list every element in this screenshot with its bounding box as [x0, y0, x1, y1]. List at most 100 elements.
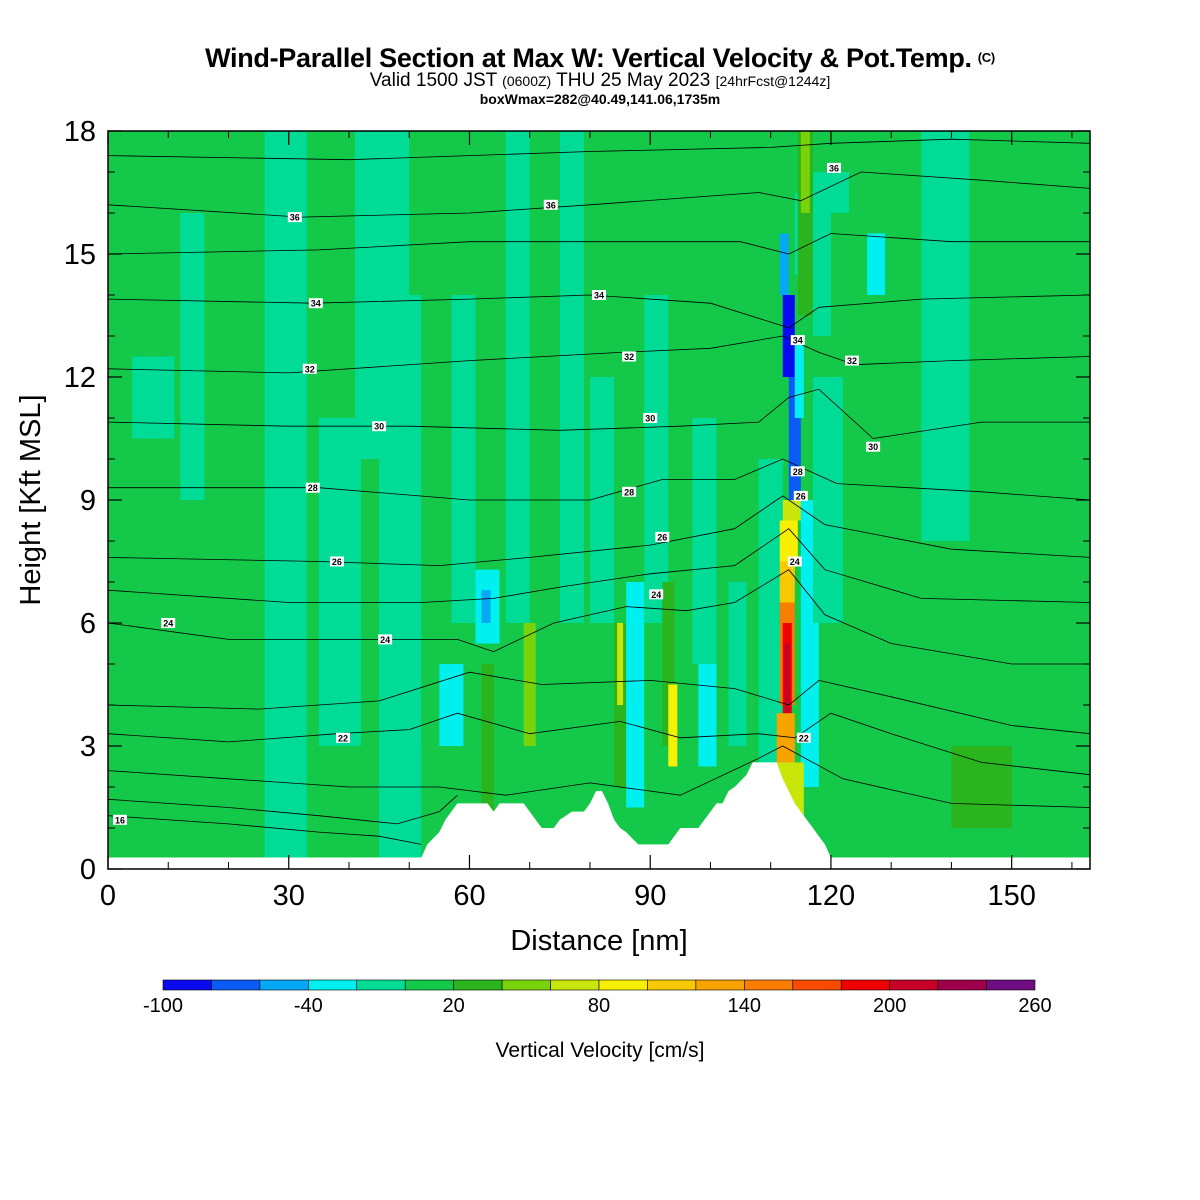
contour-label-text: 32: [847, 356, 857, 366]
theta-contour: [108, 294, 1090, 329]
contour-label-bg: [113, 814, 127, 825]
contour-label-bg: [827, 162, 841, 173]
w-cell: [921, 131, 970, 541]
theta-contour: [108, 745, 1090, 808]
contour-label: 26: [655, 531, 670, 542]
chart-subtitle: Valid 1500 JST (0600Z) THU 25 May 2023 […: [0, 70, 1200, 92]
contour-label-text: 26: [796, 491, 806, 501]
theta-contour: [108, 569, 1090, 665]
theta-contour: [108, 495, 1090, 567]
contour-label: 36: [287, 212, 302, 223]
contour-label-bg: [655, 531, 670, 542]
colorbar-swatch: [501, 979, 551, 991]
contour-label-text: 28: [793, 467, 803, 477]
w-cell: [779, 561, 795, 603]
theta-contour: [108, 335, 1090, 374]
w-cell: [132, 356, 175, 439]
theta-contour: [108, 388, 1090, 439]
colorbar-swatch: [259, 979, 309, 991]
terrain: [108, 762, 1090, 869]
contour-label-bg: [643, 413, 658, 423]
w-cell: [439, 664, 464, 746]
colorbar-swatch: [356, 979, 406, 991]
contour-label-bg: [793, 490, 808, 501]
contour-label-text: 24: [651, 590, 661, 600]
colorbar-label: 260: [1018, 995, 1051, 1017]
contour-label-bg: [790, 335, 805, 346]
chart-title-text: Wind-Parallel Section at Max W: Vertical…: [205, 43, 972, 73]
w-cell: [779, 520, 798, 562]
colorbar-label: -40: [294, 995, 323, 1017]
contour-label-text: 34: [793, 336, 803, 346]
forecast-info: [24hrFcst@1244z]: [715, 73, 831, 89]
contour-label-bg: [790, 466, 805, 477]
contour-label-text: 32: [624, 352, 634, 362]
w-cell: [355, 131, 410, 459]
y-tick-label: 6: [80, 608, 96, 640]
y-tick-label: 9: [80, 485, 96, 517]
y-axis-title: Height [Kft MSL]: [15, 394, 47, 605]
colorbar-swatch: [598, 979, 648, 991]
w-cell: [481, 590, 491, 623]
contour-label: 30: [643, 413, 658, 424]
contour-label-bg: [161, 618, 176, 628]
contour-label-text: 30: [374, 422, 384, 432]
colorbar-swatch: [986, 979, 1036, 991]
colorbar-swatch: [162, 979, 212, 991]
theta-contour: [108, 528, 1090, 603]
x-tick-label: 0: [100, 880, 116, 912]
colorbar-label: 20: [443, 995, 465, 1017]
w-cell: [1005, 131, 1042, 623]
colorbar-label: -100: [143, 995, 183, 1017]
contour-label-text: 16: [115, 815, 125, 825]
w-cell: [318, 418, 362, 746]
w-cell: [505, 131, 530, 623]
y-tick-label: 3: [80, 731, 96, 763]
colorbar-swatch: [550, 979, 600, 991]
contour-label-bg: [622, 486, 637, 497]
contour-label-bg: [796, 732, 811, 743]
w-cell: [481, 664, 494, 828]
contour-label-text: 26: [657, 532, 667, 542]
theta-contour: [108, 815, 422, 845]
contour-label: 28: [790, 466, 805, 477]
contour-label-bg: [622, 351, 637, 362]
colorbar-swatch: [744, 979, 794, 991]
w-cell: [784, 643, 790, 726]
contour-label-bg: [308, 298, 323, 309]
terrain-mask: [108, 762, 1090, 869]
w-cell: [794, 336, 804, 418]
potential-temperature-contours: [108, 138, 1090, 845]
y-tick-label: 0: [80, 854, 96, 886]
contour-label-bg: [305, 482, 320, 493]
copyright-mark: (C): [977, 50, 995, 65]
contour-label: 36: [827, 162, 841, 173]
contour-label: 16: [113, 814, 127, 825]
contour-label-text: 30: [645, 414, 655, 424]
y-tick-label: 15: [64, 239, 96, 271]
contour-label: 22: [336, 732, 350, 743]
contour-label: 34: [308, 298, 323, 309]
colorbar-swatch: [840, 979, 890, 991]
contour-label: 24: [161, 618, 176, 629]
contour-label-text: 34: [311, 299, 321, 309]
contour-label: 24: [787, 556, 802, 567]
colorbar-swatch: [404, 979, 454, 991]
theta-contour: [108, 794, 458, 825]
valid-date: THU 25 May 2023: [556, 70, 711, 91]
contour-label: 34: [790, 335, 805, 346]
colorbar: -100 -40 20 80 140 200 260: [143, 979, 1052, 1017]
colorbar-swatch: [647, 979, 697, 991]
contour-label-text: 22: [338, 733, 348, 743]
w-cell: [589, 377, 615, 623]
chart-title: Wind-Parallel Section at Max W: Vertical…: [0, 43, 1200, 74]
contour-label-bg: [592, 290, 606, 300]
contour-label-text: 30: [868, 442, 878, 452]
w-cell: [770, 336, 783, 459]
contour-label: 32: [622, 351, 637, 362]
contour-label-text: 26: [332, 557, 342, 567]
contour-label-bg: [336, 732, 350, 743]
contour-label-text: 34: [594, 291, 604, 301]
x-tick-label: 90: [634, 880, 666, 912]
